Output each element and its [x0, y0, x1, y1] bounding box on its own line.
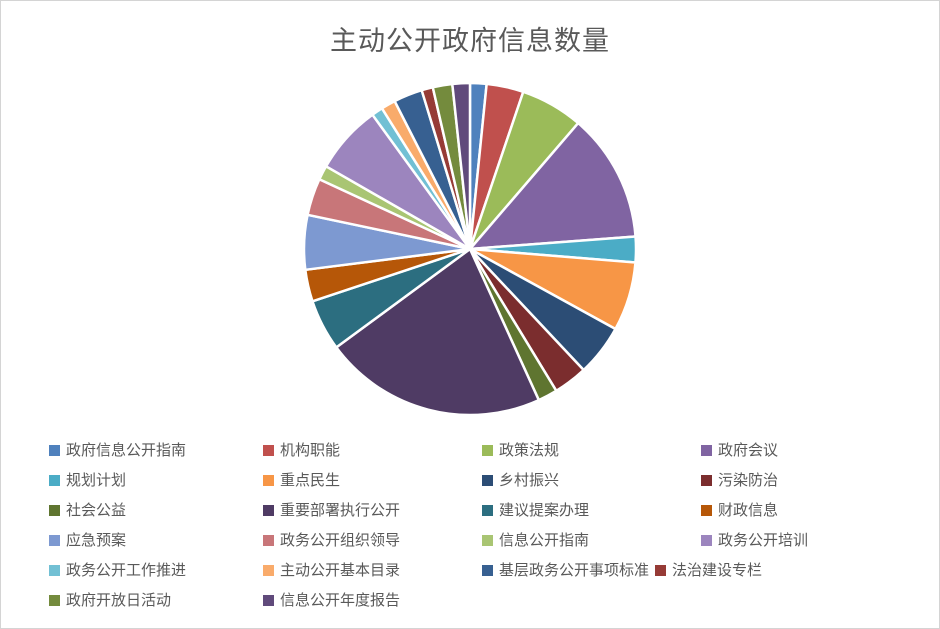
chart-title: 主动公开政府信息数量: [330, 26, 610, 56]
pie-slice: 信息公开年度报告: [451, 81, 472, 251]
pie-slice: 重要部署执行公开: [335, 247, 541, 417]
pie-slice: 政府会议: [468, 121, 637, 251]
